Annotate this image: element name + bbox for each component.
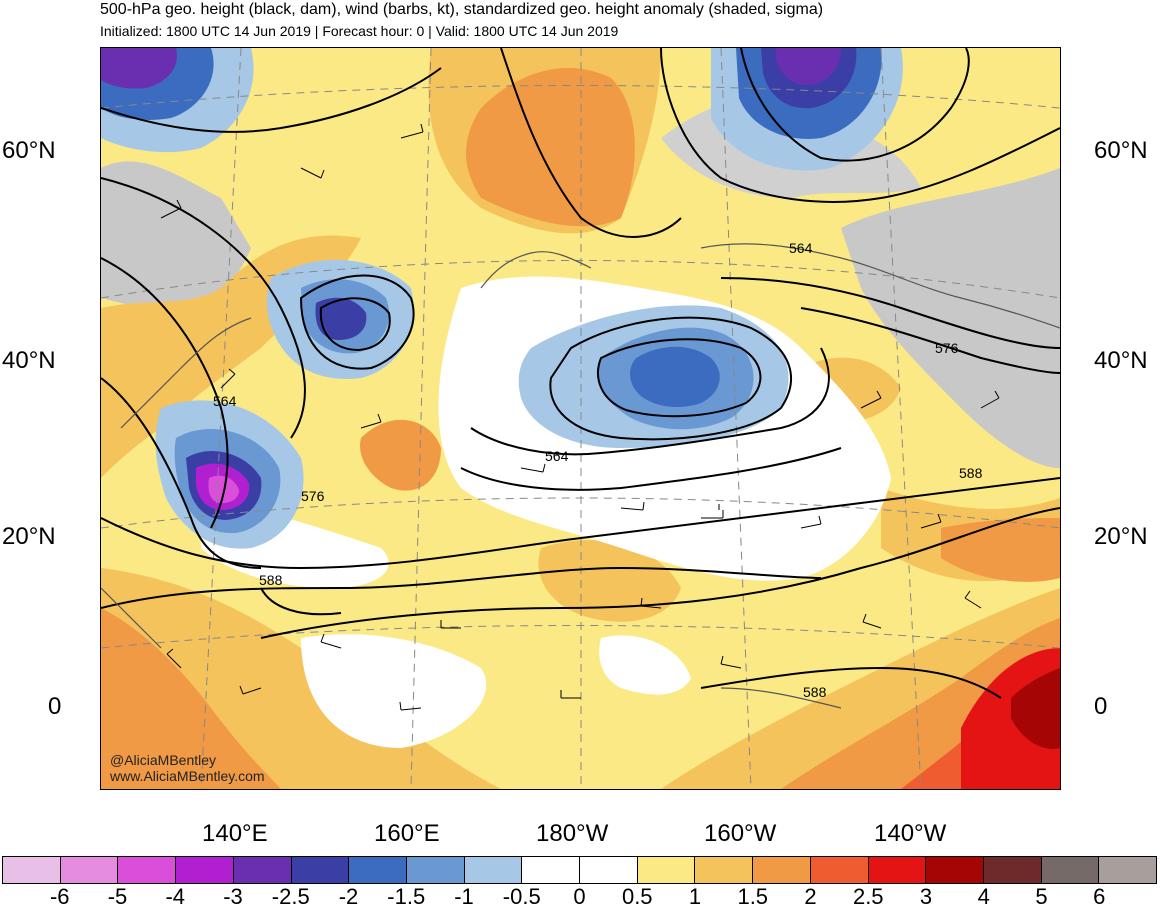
colorbar-swatch bbox=[810, 857, 869, 883]
lon-label: 160°W bbox=[704, 820, 777, 847]
map-canvas bbox=[101, 48, 1060, 789]
colorbar-swatch bbox=[580, 857, 638, 883]
contour-label: 564 bbox=[213, 393, 237, 409]
colorbar-swatch bbox=[291, 857, 350, 883]
colorbar-label: -6 bbox=[49, 884, 70, 909]
colorbar-swatch bbox=[118, 857, 177, 883]
colorbar-label: 0 bbox=[573, 884, 586, 909]
chart-title: 500-hPa geo. height (black, dam), wind (… bbox=[100, 1, 824, 18]
colorbar-label: 2.5 bbox=[852, 884, 884, 909]
colorbar-label: -2.5 bbox=[271, 884, 310, 909]
colorbar-swatch bbox=[868, 857, 927, 883]
lon-label: 140°W bbox=[874, 820, 947, 847]
colorbar-swatch bbox=[522, 857, 581, 883]
contour-label: 564 bbox=[545, 448, 569, 464]
colorbar-label: -5 bbox=[107, 884, 128, 909]
colorbar-label: 4 bbox=[977, 884, 990, 909]
contour-label: 588 bbox=[959, 465, 983, 481]
lat-label-right: 60°N bbox=[1094, 137, 1148, 164]
colorbar-label: -4 bbox=[165, 884, 186, 909]
credit-site: www.AliciaMBentley.com bbox=[110, 768, 265, 784]
colorbar-label: -2 bbox=[338, 884, 359, 909]
colorbar-swatch bbox=[233, 857, 292, 883]
colorbar-label: 1.5 bbox=[737, 884, 769, 909]
colorbar-swatch bbox=[1041, 857, 1100, 883]
colorbar-swatch bbox=[406, 857, 465, 883]
lat-label-right: 40°N bbox=[1094, 347, 1148, 374]
colorbar-swatch bbox=[637, 857, 696, 883]
credit-handle: @AliciaMBentley bbox=[110, 752, 217, 768]
map-panel: 564 576 564 576 564 588 588 588 bbox=[100, 47, 1061, 790]
colorbar-label: 2 bbox=[804, 884, 817, 909]
colorbar-swatch bbox=[926, 857, 984, 883]
lon-label: 180°W bbox=[536, 820, 609, 847]
chart-subtitle: Initialized: 1800 UTC 14 Jun 2019 | Fore… bbox=[100, 23, 619, 39]
contour-label: 576 bbox=[935, 340, 959, 356]
colorbar-label: 1 bbox=[688, 884, 702, 909]
contour-label: 576 bbox=[301, 488, 325, 504]
colorbar-label: 0.5 bbox=[621, 884, 653, 909]
colorbar-swatch bbox=[753, 857, 811, 883]
colorbar-label: -1 bbox=[454, 884, 474, 909]
contour-label: 564 bbox=[789, 240, 813, 256]
colorbar-swatch bbox=[60, 857, 119, 883]
colorbar-swatch bbox=[1099, 857, 1157, 883]
colorbar bbox=[2, 856, 1157, 884]
lat-label-left: 40°N bbox=[2, 347, 56, 374]
colorbar-label: 6 bbox=[1093, 884, 1106, 909]
contour-label: 588 bbox=[259, 572, 283, 588]
lat-label-left: 0 bbox=[48, 693, 62, 720]
lat-label-right: 20°N bbox=[1094, 523, 1148, 550]
lon-label: 140°E bbox=[202, 820, 268, 847]
colorbar-swatch bbox=[176, 857, 234, 883]
colorbar-label: 5 bbox=[1035, 884, 1048, 909]
colorbar-swatch bbox=[3, 857, 61, 883]
colorbar-swatch bbox=[983, 857, 1042, 883]
contour-label: 588 bbox=[803, 684, 827, 700]
lat-label-left: 20°N bbox=[2, 523, 56, 550]
colorbar-label: 3 bbox=[919, 884, 933, 909]
lat-label-left: 60°N bbox=[2, 137, 56, 164]
colorbar-label: -0.5 bbox=[502, 884, 541, 909]
lon-label: 160°E bbox=[374, 820, 440, 847]
colorbar-swatch bbox=[349, 857, 407, 883]
lat-label-right: 0 bbox=[1094, 693, 1108, 720]
colorbar-swatch bbox=[464, 857, 523, 883]
colorbar-labels: -6 -5 -4 -3 -2.5 -2 -1.5 -1 -0.5 0 0.5 1 1.5 2 2.5 3 4 5 6 bbox=[0, 884, 1160, 914]
colorbar-label: -3 bbox=[223, 884, 243, 909]
colorbar-label: -1.5 bbox=[387, 884, 426, 909]
colorbar-swatch bbox=[695, 857, 754, 883]
